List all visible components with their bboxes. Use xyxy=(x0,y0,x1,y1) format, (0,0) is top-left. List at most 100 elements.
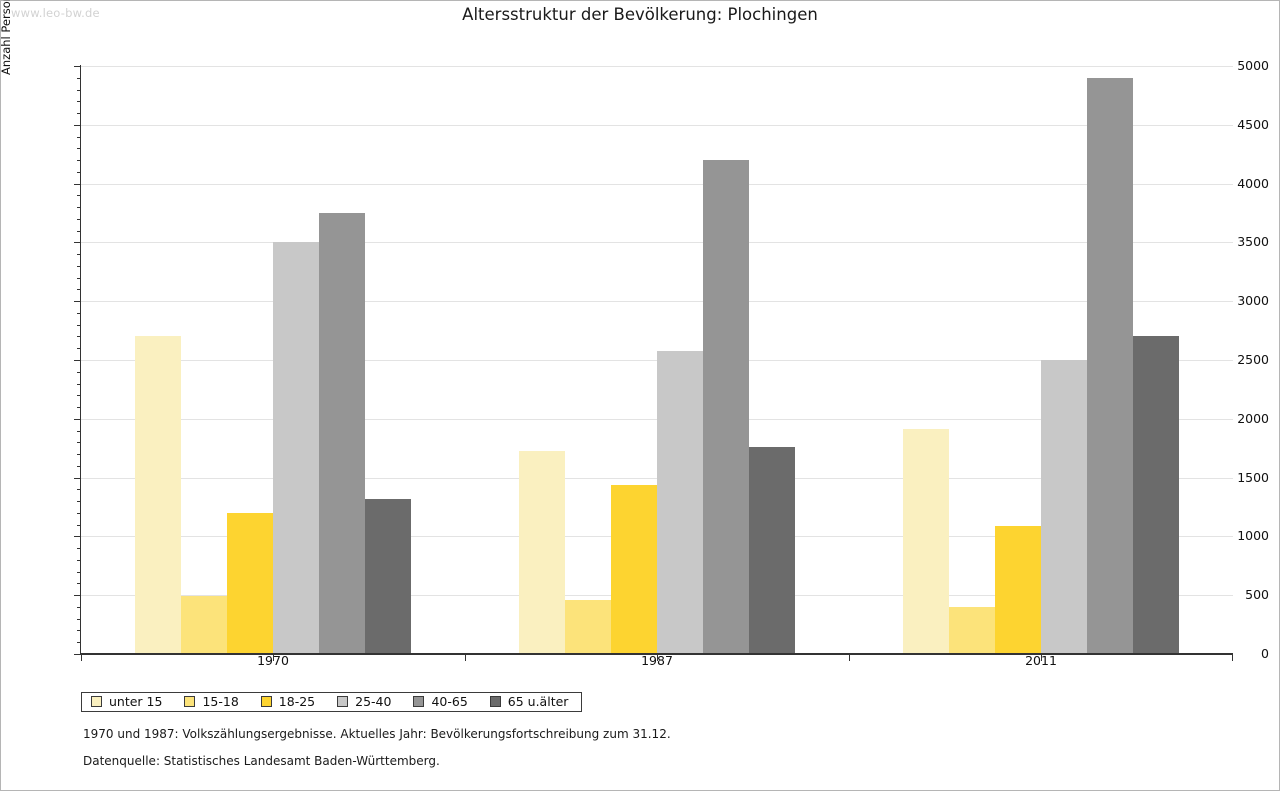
y-tick-minor xyxy=(77,77,81,79)
x-tick xyxy=(1041,654,1042,661)
x-tick-boundary xyxy=(849,654,850,661)
y-tick-minor xyxy=(77,218,81,220)
bar-1970-40-65 xyxy=(319,213,365,654)
legend-label: 25-40 xyxy=(355,694,392,709)
y-tick-minor xyxy=(77,430,81,432)
y-tick-minor xyxy=(77,289,81,291)
y-tick-minor xyxy=(77,171,81,173)
legend-label: 40-65 xyxy=(431,694,468,709)
y-tick-minor xyxy=(77,642,81,644)
y-tick-minor xyxy=(77,254,81,256)
chart-title: Altersstruktur der Bevölkerung: Ploching… xyxy=(462,5,818,24)
y-tick-minor xyxy=(77,395,81,397)
y-tick-minor xyxy=(77,618,81,620)
y-tick-minor xyxy=(77,89,81,91)
y-tick-minor xyxy=(77,265,81,267)
y-tick-minor xyxy=(77,136,81,138)
y-tick-minor xyxy=(77,583,81,585)
y-tick-major xyxy=(74,418,81,420)
bar-2011-40-65 xyxy=(1087,77,1133,654)
y-tick-minor xyxy=(77,148,81,150)
bar-1970-65-u-lter xyxy=(365,498,411,654)
y-tick-minor xyxy=(77,336,81,338)
legend-swatch-icon xyxy=(489,696,501,707)
x-tick-boundary xyxy=(81,654,82,661)
gridline xyxy=(81,301,1233,303)
legend-swatch-icon xyxy=(337,696,349,707)
bar-2011-15-18 xyxy=(949,606,995,654)
bar-2011-25-40 xyxy=(1041,360,1087,654)
y-tick-minor xyxy=(77,160,81,162)
legend-item-unter-15[interactable]: unter 15 xyxy=(91,694,162,709)
legend-item-15-18[interactable]: 15-18 xyxy=(184,694,239,709)
y-tick-minor xyxy=(77,312,81,314)
legend-item-25-40[interactable]: 25-40 xyxy=(337,694,391,709)
y-tick-minor xyxy=(77,407,81,409)
y-tick-minor xyxy=(77,465,81,467)
bar-1970-25-40 xyxy=(273,242,319,654)
y-tick-minor xyxy=(77,442,81,444)
y-tick-minor xyxy=(77,383,81,385)
x-tick-label-1987: 1987 xyxy=(641,653,673,668)
y-tick-minor xyxy=(77,489,81,491)
bar-1987-18-25 xyxy=(611,484,657,654)
gridline xyxy=(81,66,1233,67)
y-tick-minor xyxy=(77,348,81,350)
legend-swatch-icon xyxy=(260,696,272,707)
y-tick-minor xyxy=(77,501,81,503)
y-tick-minor xyxy=(77,571,81,573)
y-tick-minor xyxy=(77,630,81,632)
gridline xyxy=(81,124,1233,126)
y-tick-minor xyxy=(77,524,81,526)
legend-swatch-icon xyxy=(184,696,196,707)
bar-1970-18-25 xyxy=(227,512,273,654)
y-tick-minor xyxy=(77,195,81,197)
x-tick-boundary xyxy=(465,654,466,661)
y-tick-major xyxy=(74,183,81,185)
y-axis-label: Anzahl Personen xyxy=(0,0,13,75)
y-tick-minor xyxy=(77,230,81,232)
gridline xyxy=(81,242,1233,244)
bar-2011-18-25 xyxy=(995,525,1041,654)
footnote-method: 1970 und 1987: Volkszählungsergebnisse. … xyxy=(83,727,671,741)
bar-1987-40-65 xyxy=(703,160,749,654)
y-tick-minor xyxy=(77,512,81,514)
x-tick xyxy=(657,654,658,661)
bar-1987-25-40 xyxy=(657,350,703,654)
y-tick-minor xyxy=(77,548,81,550)
y-tick-major xyxy=(74,124,81,126)
plot-area xyxy=(81,66,1233,654)
y-tick-minor xyxy=(77,559,81,561)
y-tick-minor xyxy=(77,207,81,209)
bar-2011-unter-15 xyxy=(903,429,949,654)
legend-item-18-25[interactable]: 18-25 xyxy=(260,694,316,709)
y-tick-major xyxy=(74,595,81,597)
y-tick-major xyxy=(74,301,81,303)
legend-label: 15-18 xyxy=(202,694,239,709)
y-tick-major xyxy=(74,242,81,244)
y-tick-minor xyxy=(77,113,81,115)
y-tick-minor xyxy=(77,101,81,103)
x-tick-label-1970: 1970 xyxy=(257,653,289,668)
y-tick-minor xyxy=(77,454,81,456)
footnote-source: Datenquelle: Statistisches Landesamt Bad… xyxy=(83,754,440,768)
y-tick-minor xyxy=(77,371,81,373)
y-tick-minor xyxy=(77,324,81,326)
legend-item-40-65[interactable]: 40-65 xyxy=(413,694,468,709)
bar-1987-unter-15 xyxy=(519,450,565,654)
legend-item-65-u-lter[interactable]: 65 u.älter xyxy=(489,694,568,709)
legend-label: 18-25 xyxy=(278,694,316,709)
gridline xyxy=(81,183,1233,185)
y-tick-major xyxy=(74,477,81,479)
y-tick-major xyxy=(74,654,81,655)
legend-label: unter 15 xyxy=(109,694,163,709)
site-watermark: www.leo-bw.de xyxy=(11,6,100,20)
bar-1970-unter-15 xyxy=(135,336,181,654)
legend-swatch-icon xyxy=(413,696,425,707)
y-tick-major xyxy=(74,360,81,361)
chart-legend: unter 15 15-18 18-25 25-40 40-65 65 u.älter xyxy=(81,692,583,712)
legend-swatch-icon xyxy=(91,696,102,707)
bar-1987-15-18 xyxy=(565,599,611,654)
y-tick-minor xyxy=(77,277,81,279)
y-tick-major xyxy=(74,66,81,67)
